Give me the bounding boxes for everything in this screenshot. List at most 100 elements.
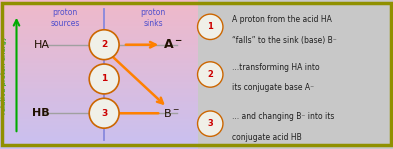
Text: its conjugate base A⁻: its conjugate base A⁻ — [232, 83, 314, 92]
Bar — [0, 128, 198, 130]
Bar — [0, 123, 198, 125]
Ellipse shape — [89, 98, 119, 128]
Ellipse shape — [89, 30, 119, 60]
Bar — [0, 91, 198, 93]
Bar — [0, 17, 198, 19]
Bar — [0, 104, 198, 106]
Bar — [0, 108, 198, 110]
Bar — [0, 9, 198, 11]
Bar — [0, 67, 198, 69]
Bar — [0, 73, 198, 74]
Ellipse shape — [198, 14, 223, 39]
Text: 1: 1 — [101, 74, 107, 83]
Text: 2: 2 — [101, 40, 107, 49]
Bar — [0, 58, 198, 60]
Text: HA: HA — [33, 40, 50, 50]
Bar — [0, 87, 198, 89]
Bar — [0, 117, 198, 119]
Bar — [0, 86, 198, 88]
Bar — [0, 114, 198, 115]
Text: conjugate acid HB: conjugate acid HB — [232, 133, 301, 142]
Bar — [0, 35, 198, 37]
Text: 3: 3 — [208, 119, 213, 128]
Text: $\mathbf{A^-}$: $\mathbf{A^-}$ — [163, 38, 183, 51]
Bar — [0, 22, 198, 24]
Bar — [0, 11, 198, 13]
Bar — [0, 13, 198, 15]
Bar — [0, 145, 198, 147]
Text: 3: 3 — [101, 109, 107, 118]
Text: A proton from the acid HA: A proton from the acid HA — [232, 15, 332, 24]
Text: B$^-$: B$^-$ — [163, 107, 180, 119]
Bar — [0, 0, 198, 2]
Bar — [0, 54, 198, 56]
Bar — [0, 84, 198, 86]
Bar — [0, 140, 198, 142]
Bar — [0, 26, 198, 28]
Bar — [0, 93, 198, 95]
Text: ... and changing B⁻ into its: ... and changing B⁻ into its — [232, 112, 334, 121]
Bar — [0, 125, 198, 127]
Bar — [0, 121, 198, 123]
Bar — [0, 4, 198, 6]
Bar — [0, 106, 198, 108]
Bar — [0, 69, 198, 71]
Bar — [0, 130, 198, 132]
Bar — [0, 24, 198, 26]
Bar — [0, 97, 198, 99]
Bar — [0, 46, 198, 48]
Ellipse shape — [89, 64, 119, 94]
Text: proton
sinks: proton sinks — [141, 8, 166, 28]
Bar — [0, 119, 198, 121]
Bar — [0, 82, 198, 84]
Bar — [0, 143, 198, 145]
Bar — [0, 112, 198, 114]
Bar — [0, 43, 198, 45]
Bar — [0, 76, 198, 78]
Bar — [0, 89, 198, 91]
Text: proton
sources: proton sources — [50, 8, 79, 28]
Text: “falls” to the sink (base) B⁻: “falls” to the sink (base) B⁻ — [232, 36, 337, 45]
Bar — [0, 101, 198, 103]
Bar — [0, 2, 198, 4]
Bar — [0, 115, 198, 117]
Bar — [0, 74, 198, 76]
Bar — [0, 99, 198, 101]
Bar — [0, 60, 198, 61]
Bar — [0, 37, 198, 39]
Bar — [0, 132, 198, 134]
Bar — [0, 138, 198, 140]
Bar — [0, 134, 198, 136]
Bar — [0, 56, 198, 58]
Bar — [0, 63, 198, 65]
Bar — [0, 32, 198, 34]
Bar — [0, 15, 198, 17]
Bar — [0, 127, 198, 128]
Bar — [0, 147, 198, 149]
Bar — [0, 7, 198, 9]
Bar — [0, 80, 198, 82]
Text: HB: HB — [32, 108, 50, 118]
Bar — [0, 65, 198, 67]
Bar — [0, 78, 198, 80]
Bar — [0, 39, 198, 41]
Bar — [0, 41, 198, 43]
Bar — [0, 48, 198, 50]
Ellipse shape — [198, 62, 223, 87]
Text: 2: 2 — [208, 70, 213, 79]
Bar — [0, 62, 198, 63]
Text: 1: 1 — [208, 22, 213, 31]
Bar — [0, 136, 198, 138]
Bar — [198, 0, 393, 149]
Bar — [0, 30, 198, 32]
Bar — [0, 50, 198, 52]
Text: ...transforming HA into: ...transforming HA into — [232, 63, 320, 72]
Bar — [0, 71, 198, 73]
Bar — [0, 52, 198, 54]
Bar — [0, 6, 198, 7]
Text: relative proton energy: relative proton energy — [1, 35, 7, 114]
Bar — [0, 28, 198, 30]
Bar — [0, 142, 198, 143]
Bar — [0, 19, 198, 20]
Bar — [0, 103, 198, 104]
